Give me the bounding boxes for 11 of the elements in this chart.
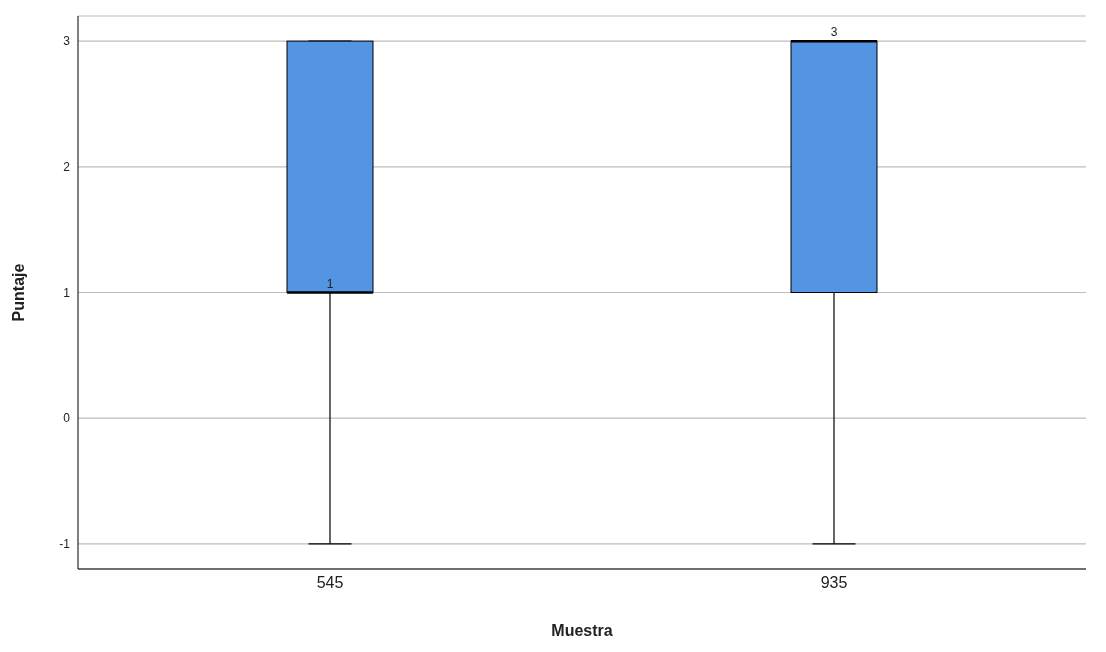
x-tick-label: 545 xyxy=(316,574,344,592)
y-tick-label: 2 xyxy=(63,160,71,175)
y-tick-label: 1 xyxy=(63,285,71,300)
y-tick-label: 0 xyxy=(63,411,71,426)
x-axis-title: Muestra xyxy=(551,622,613,639)
y-tick-label: 3 xyxy=(63,34,71,49)
x-tick-label: 935 xyxy=(820,574,848,592)
y-tick-label: -1 xyxy=(59,537,71,552)
y-axis-title: Puntaje xyxy=(9,263,27,322)
annotation: 3 xyxy=(830,25,838,40)
annotation: 1 xyxy=(326,276,334,291)
